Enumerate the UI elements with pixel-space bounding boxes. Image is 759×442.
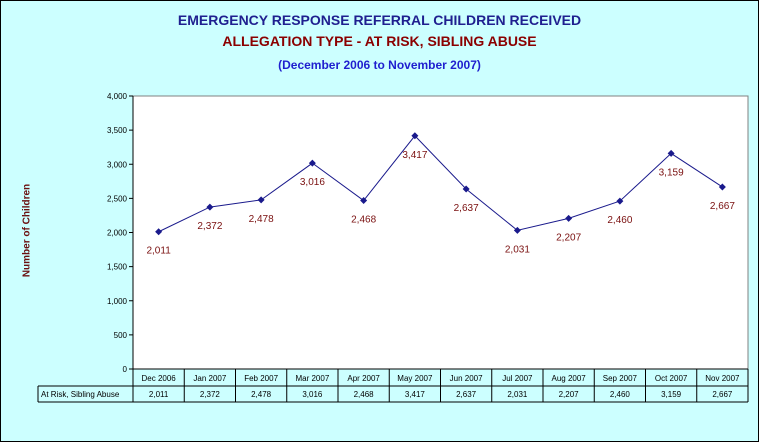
data-point: [565, 214, 573, 222]
x-tick-label: Jul 2007: [502, 374, 533, 383]
series-name: At Risk, Sibling Abuse: [41, 390, 120, 399]
x-tick-label: May 2007: [397, 374, 433, 383]
table-value: 3,016: [302, 390, 323, 399]
data-label: 2,468: [351, 215, 376, 226]
table-value: 2,372: [200, 390, 221, 399]
data-label: 2,667: [710, 201, 735, 212]
y-tick-label: 1,500: [107, 263, 128, 272]
data-point: [411, 132, 419, 140]
table-value: 2,667: [712, 390, 733, 399]
y-tick-label: 3,000: [107, 160, 128, 169]
table-value: 2,468: [354, 390, 375, 399]
x-tick-label: Jun 2007: [450, 374, 483, 383]
data-label: 2,031: [505, 244, 530, 255]
x-tick-label: Apr 2007: [347, 374, 380, 383]
chart-date-range: (December 2006 to November 2007): [278, 58, 481, 72]
x-tick-label: Aug 2007: [551, 374, 586, 383]
x-tick-label: Sep 2007: [603, 374, 638, 383]
chart-subtitle: ALLEGATION TYPE - AT RISK, SIBLING ABUSE: [222, 33, 537, 49]
y-tick-label: 500: [114, 331, 128, 340]
table-value: 2,011: [149, 390, 169, 399]
chart-title: EMERGENCY RESPONSE REFERRAL CHILDREN REC…: [177, 12, 582, 28]
data-point: [206, 203, 214, 211]
y-tick-label: 0: [123, 365, 128, 374]
data-point: [513, 226, 521, 234]
y-tick-label: 4,000: [107, 92, 128, 101]
data-label: 2,207: [556, 232, 581, 243]
x-tick-label: Oct 2007: [655, 374, 688, 383]
x-tick-label: Mar 2007: [295, 374, 329, 383]
table-value: 2,637: [456, 390, 477, 399]
data-point: [462, 185, 470, 193]
data-label: 3,016: [300, 177, 325, 188]
data-point: [257, 196, 265, 204]
y-tick-label: 2,000: [107, 229, 128, 238]
x-tick-label: Nov 2007: [705, 374, 740, 383]
data-label: 3,417: [402, 150, 427, 161]
data-point: [616, 197, 624, 205]
data-point: [718, 183, 726, 191]
plot-area: [132, 95, 749, 370]
data-point: [308, 159, 316, 167]
table-value: 2,207: [559, 390, 580, 399]
data-label: 3,159: [659, 167, 684, 178]
table-value: 2,460: [610, 390, 631, 399]
series-line: [158, 135, 723, 233]
x-tick-label: Dec 2006: [142, 374, 177, 383]
data-label: 2,011: [146, 246, 171, 257]
x-tick-label: Feb 2007: [244, 374, 278, 383]
data-point: [667, 149, 675, 157]
table-value: 2,478: [251, 390, 272, 399]
y-tick-label: 1,000: [107, 297, 128, 306]
data-label: 2,478: [249, 214, 274, 225]
data-point: [155, 228, 163, 236]
data-label: 2,460: [607, 215, 632, 226]
table-value: 3,159: [661, 390, 682, 399]
table-value: 2,031: [507, 390, 528, 399]
x-tick-label: Jan 2007: [193, 374, 226, 383]
y-tick-label: 2,500: [107, 194, 128, 203]
y-tick-label: 3,500: [107, 126, 128, 135]
data-point: [360, 197, 368, 205]
data-label: 2,372: [197, 221, 222, 232]
table-value: 3,417: [405, 390, 426, 399]
data-label: 2,637: [454, 203, 479, 214]
